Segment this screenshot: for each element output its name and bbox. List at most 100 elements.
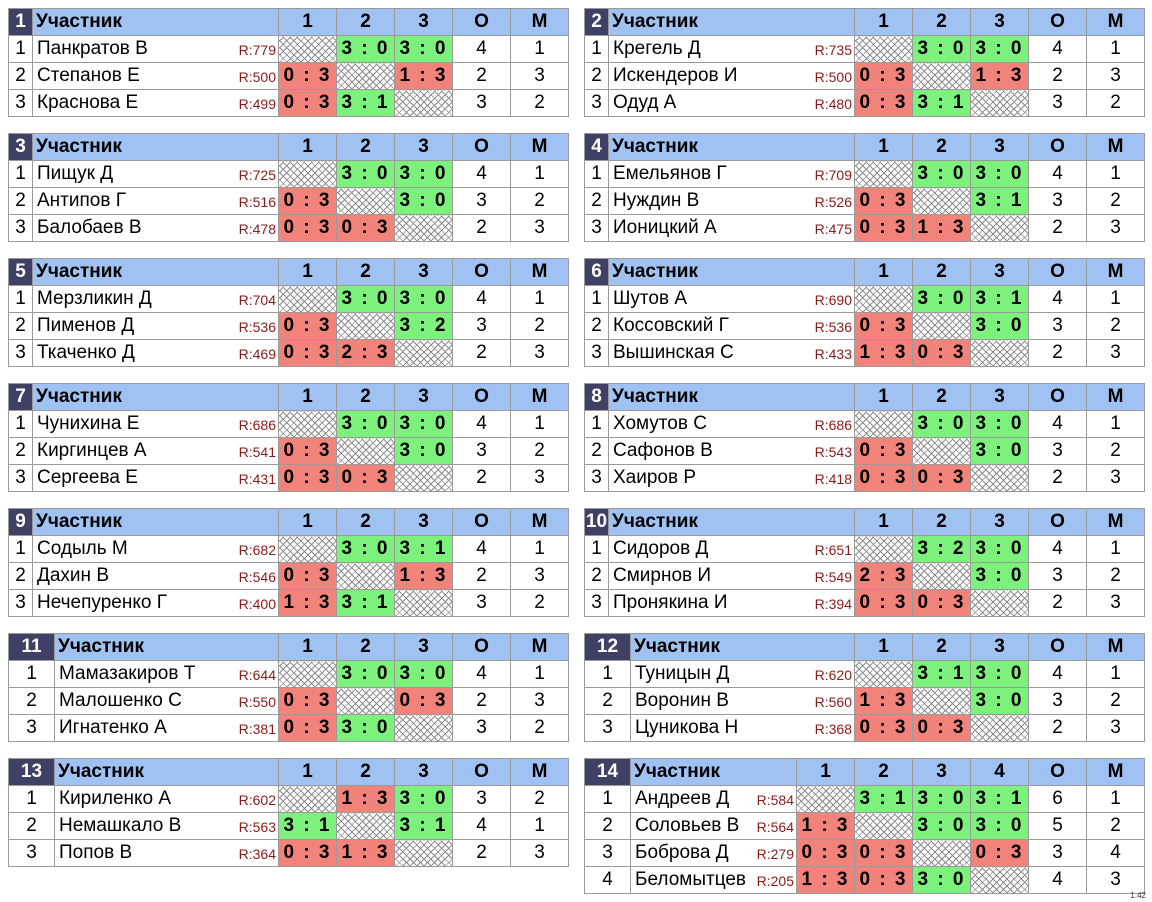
match-score[interactable]: 3 : 2 [394,312,453,340]
match-score[interactable]: 3 : 0 [912,285,971,313]
match-score[interactable]: 3 : 0 [394,660,453,688]
player-name[interactable]: Нечепуренко Г R:400 [32,589,279,617]
match-score[interactable]: 2 : 3 [854,562,913,590]
match-score[interactable]: 1 : 3 [796,866,855,894]
match-score[interactable]: 0 : 3 [854,714,913,742]
match-score[interactable]: 3 : 1 [970,785,1029,813]
match-score[interactable]: 1 : 3 [854,339,913,367]
player-name-text[interactable]: Цуникова Н [635,717,739,738]
player-name[interactable]: Пищук Д R:725 [32,160,279,188]
player-name[interactable]: Мерзликин Д R:704 [32,285,279,313]
player-name[interactable]: Степанов Е R:500 [32,62,279,90]
match-score[interactable]: 1 : 3 [796,812,855,840]
player-name[interactable]: Пименов Д R:536 [32,312,279,340]
player-name-text[interactable]: Панкратов В [37,38,148,59]
player-name[interactable]: Антипов Г R:516 [32,187,279,215]
player-name-text[interactable]: Ткаченко Д [37,342,135,363]
match-score[interactable]: 0 : 3 [854,464,913,492]
match-score[interactable]: 0 : 3 [278,62,337,90]
player-name[interactable]: Панкратов В R:779 [32,35,279,63]
player-name[interactable]: Балобаев В R:478 [32,214,279,242]
match-score[interactable]: 0 : 3 [278,839,337,867]
player-name[interactable]: Кириленко А R:602 [54,785,279,813]
match-score[interactable]: 3 : 0 [912,160,971,188]
player-name-text[interactable]: Воронин В [635,690,729,711]
player-name[interactable]: Малошенко С R:550 [54,687,279,715]
player-name-text[interactable]: Хаиров Р [613,467,697,488]
match-score[interactable]: 3 : 1 [912,660,971,688]
match-score[interactable]: 0 : 3 [394,687,453,715]
player-name[interactable]: Боброва Д R:279 [630,839,797,867]
match-score[interactable]: 0 : 3 [278,89,337,117]
match-score[interactable]: 0 : 3 [278,464,337,492]
match-score[interactable]: 0 : 3 [278,562,337,590]
player-name[interactable]: Ионицкий А R:475 [608,214,855,242]
player-name[interactable]: Игнатенко А R:381 [54,714,279,742]
player-name-text[interactable]: Одуд А [613,92,677,113]
player-name[interactable]: Нуждин В R:526 [608,187,855,215]
player-name-text[interactable]: Попов В [59,842,133,863]
match-score[interactable]: 3 : 0 [336,160,395,188]
match-score[interactable]: 3 : 0 [336,285,395,313]
match-score[interactable]: 3 : 1 [394,535,453,563]
match-score[interactable]: 0 : 3 [854,312,913,340]
match-score[interactable]: 3 : 0 [970,687,1029,715]
player-name-text[interactable]: Сафонов В [613,440,713,461]
player-name-text[interactable]: Балобаев В [37,217,142,238]
player-name-text[interactable]: Нуждин В [613,190,700,211]
player-name-text[interactable]: Боброва Д [635,842,729,863]
player-name-text[interactable]: Немашкало В [59,815,182,836]
player-name-text[interactable]: Пронякина И [613,592,728,613]
player-name[interactable]: Сергеева Е R:431 [32,464,279,492]
match-score[interactable]: 3 : 0 [336,410,395,438]
match-score[interactable]: 3 : 1 [336,89,395,117]
match-score[interactable]: 3 : 0 [394,410,453,438]
player-name[interactable]: Шутов А R:690 [608,285,855,313]
player-name-text[interactable]: Степанов Е [37,65,140,86]
match-score[interactable]: 0 : 3 [278,312,337,340]
player-name-text[interactable]: Содыль М [37,538,128,559]
match-score[interactable]: 3 : 0 [394,285,453,313]
player-name-text[interactable]: Дахин В [37,565,109,586]
match-score[interactable]: 0 : 3 [854,866,913,894]
player-name-text[interactable]: Хомутов С [613,413,707,434]
player-name[interactable]: Мамазакиров Т R:644 [54,660,279,688]
match-score[interactable]: 3 : 1 [854,785,913,813]
player-name-text[interactable]: Чунихина Е [37,413,140,434]
match-score[interactable]: 3 : 1 [970,285,1029,313]
match-score[interactable]: 3 : 0 [970,160,1029,188]
player-name-text[interactable]: Вышинская С [613,342,734,363]
match-score[interactable]: 3 : 0 [970,312,1029,340]
match-score[interactable]: 3 : 0 [912,866,971,894]
match-score[interactable]: 0 : 3 [912,714,971,742]
match-score[interactable]: 3 : 1 [970,187,1029,215]
match-score[interactable]: 0 : 3 [854,839,913,867]
player-name[interactable]: Пронякина И R:394 [608,589,855,617]
match-score[interactable]: 0 : 3 [912,464,971,492]
player-name[interactable]: Хомутов С R:686 [608,410,855,438]
player-name-text[interactable]: Ионицкий А [613,217,717,238]
match-score[interactable]: 3 : 0 [394,437,453,465]
match-score[interactable]: 0 : 3 [970,839,1029,867]
match-score[interactable]: 3 : 0 [912,35,971,63]
player-name-text[interactable]: Шутов А [613,288,688,309]
player-name-text[interactable]: Беломытцев [635,869,747,890]
match-score[interactable]: 3 : 1 [912,89,971,117]
match-score[interactable]: 1 : 3 [394,62,453,90]
match-score[interactable]: 0 : 3 [278,714,337,742]
match-score[interactable]: 3 : 0 [394,160,453,188]
match-score[interactable]: 0 : 3 [796,839,855,867]
player-name[interactable]: Одуд А R:480 [608,89,855,117]
match-score[interactable]: 3 : 0 [970,35,1029,63]
match-score[interactable]: 3 : 0 [394,785,453,813]
player-name[interactable]: Содыль М R:682 [32,535,279,563]
player-name[interactable]: Цуникова Н R:368 [630,714,855,742]
player-name[interactable]: Сидоров Д R:651 [608,535,855,563]
player-name[interactable]: Немашкало В R:563 [54,812,279,840]
match-score[interactable]: 0 : 3 [278,187,337,215]
player-name[interactable]: Чунихина Е R:686 [32,410,279,438]
match-score[interactable]: 3 : 0 [970,535,1029,563]
match-score[interactable]: 0 : 3 [278,214,337,242]
player-name-text[interactable]: Смирнов И [613,565,712,586]
match-score[interactable]: 3 : 1 [336,589,395,617]
